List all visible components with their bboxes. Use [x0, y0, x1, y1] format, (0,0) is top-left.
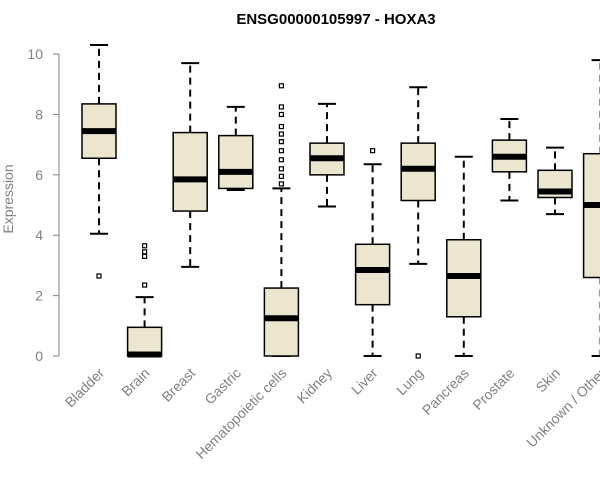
outlier-point — [278, 123, 284, 130]
outlier-point — [142, 253, 148, 259]
box-bladder — [81, 44, 117, 279]
category-label: Pancreas — [419, 365, 472, 418]
outlier-point — [278, 181, 284, 187]
category-label: Lung — [393, 365, 426, 398]
y-axis-label: Expression — [0, 164, 16, 233]
chart-title: ENSG00000105997 - HOXA3 — [236, 11, 435, 28]
box-skin — [537, 146, 573, 216]
y-tick-label: 0 — [35, 348, 43, 364]
category-label: Breast — [158, 365, 198, 405]
box-body — [400, 142, 436, 202]
box-lung — [400, 86, 436, 359]
outlier-point — [278, 111, 284, 118]
outlier-point — [96, 273, 102, 279]
outlier-point — [278, 139, 284, 145]
outlier-point — [278, 83, 284, 89]
outlier-point — [278, 148, 284, 154]
category-label: Skin — [533, 365, 564, 396]
category-label: Liver — [348, 365, 381, 398]
box-body — [582, 152, 600, 279]
y-tick-label: 2 — [35, 288, 43, 304]
category-label: Bladder — [62, 365, 108, 411]
box-body — [172, 131, 208, 212]
outlier-point — [278, 157, 284, 163]
box-body — [263, 287, 300, 357]
box-body — [354, 243, 391, 306]
box-body — [218, 134, 254, 190]
y-tick-label: 4 — [35, 227, 43, 243]
box-prostate — [491, 117, 528, 202]
y-tick-label: 10 — [27, 46, 43, 62]
outlier-point — [142, 243, 148, 249]
outlier-point — [278, 104, 284, 110]
outlier-point — [415, 353, 421, 359]
box-gastric — [218, 105, 254, 191]
outlier-point — [142, 249, 148, 255]
y-tick-label: 8 — [35, 106, 43, 122]
y-tick-label: 6 — [35, 167, 43, 183]
box-breast — [172, 62, 208, 268]
category-label: Prostate — [469, 365, 517, 413]
box-liver — [354, 148, 391, 357]
category-label: Hematopoietic cells — [192, 365, 289, 462]
outlier-point — [278, 173, 284, 179]
box-unknown-other — [582, 59, 600, 357]
category-label: Kidney — [294, 365, 336, 407]
box-kidney — [309, 102, 345, 208]
outlier-point — [278, 131, 284, 137]
box-pancreas — [446, 155, 482, 357]
category-label: Gastric — [201, 365, 244, 408]
outlier-point — [278, 166, 284, 172]
outlier-point — [370, 148, 376, 154]
box-plot-area — [81, 44, 600, 359]
outlier-point — [142, 282, 148, 288]
box-hematopoietic-cells — [263, 83, 300, 357]
category-label: Brain — [118, 365, 152, 399]
y-axis: 0 2 4 6 8 10 — [27, 46, 60, 364]
box-brain — [126, 243, 163, 358]
